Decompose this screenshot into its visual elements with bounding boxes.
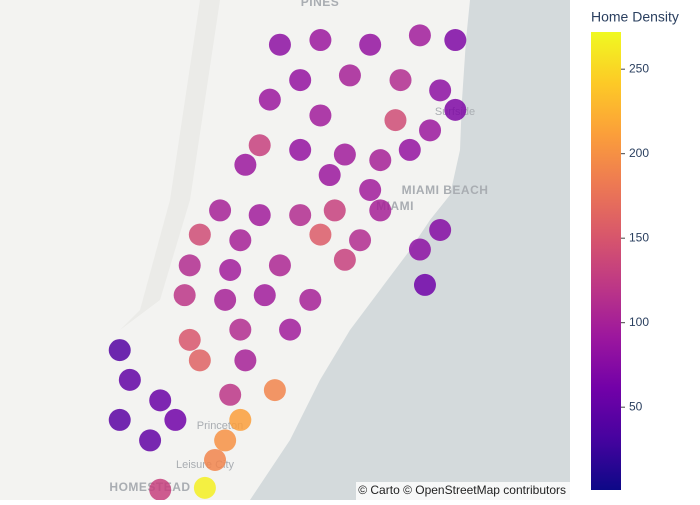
- colorbar-tick-label: 250: [629, 61, 649, 75]
- density-point: [333, 248, 356, 271]
- density-point: [398, 138, 421, 161]
- density-point: [219, 383, 242, 406]
- map-label: PINES: [301, 0, 340, 9]
- density-point: [263, 379, 286, 402]
- density-point: [214, 288, 237, 311]
- points-layer: [108, 24, 467, 501]
- density-point: [444, 98, 467, 121]
- density-point: [268, 254, 291, 277]
- density-point: [408, 238, 431, 261]
- density-point: [359, 33, 382, 56]
- density-point: [279, 318, 302, 341]
- attribution: © Carto © OpenStreetMap contributors: [358, 483, 566, 497]
- density-point: [349, 229, 372, 252]
- density-point: [309, 223, 332, 246]
- density-point: [209, 199, 232, 222]
- density-point: [333, 143, 356, 166]
- density-point: [389, 69, 412, 92]
- density-point: [413, 273, 436, 296]
- density-point: [323, 199, 346, 222]
- density-point: [234, 349, 257, 372]
- density-point: [369, 149, 392, 172]
- density-point: [444, 29, 467, 52]
- density-point: [188, 349, 211, 372]
- density-point: [193, 476, 216, 499]
- colorbar-tick-label: 200: [629, 146, 649, 160]
- density-point: [268, 33, 291, 56]
- basemap: [0, 0, 570, 500]
- density-point: [149, 389, 172, 412]
- density-point: [214, 429, 237, 452]
- density-point: [248, 134, 271, 157]
- density-point: [248, 204, 271, 227]
- density-point: [108, 339, 131, 362]
- density-point: [429, 79, 452, 102]
- density-point: [234, 153, 257, 176]
- attribution-bg: [356, 482, 570, 500]
- density-point: [219, 259, 242, 282]
- density-point: [318, 164, 341, 187]
- density-point: [309, 29, 332, 52]
- density-point: [253, 284, 276, 307]
- density-point: [289, 69, 312, 92]
- colorbar-tick-label: 50: [629, 399, 643, 413]
- colorbar: [591, 32, 621, 490]
- density-point: [289, 138, 312, 161]
- land-shade: [120, 0, 220, 330]
- density-point: [164, 408, 187, 431]
- density-point: [204, 448, 227, 471]
- density-point: [229, 408, 252, 431]
- density-point: [149, 478, 172, 501]
- colorbar-title: Home Density: [591, 9, 679, 25]
- density-point: [359, 178, 382, 201]
- density-point: [258, 88, 281, 111]
- colorbar-ticks: 50 100 150 200 250: [621, 61, 649, 413]
- density-point: [229, 229, 252, 252]
- colorbar-tick-label: 150: [629, 230, 649, 244]
- density-point: [188, 223, 211, 246]
- density-point: [384, 109, 407, 132]
- density-point: [118, 368, 141, 391]
- density-point: [419, 119, 442, 142]
- map-label: MIAMI BEACH: [402, 183, 489, 197]
- density-point: [408, 24, 431, 47]
- colorbar-tick-label: 100: [629, 315, 649, 329]
- density-point: [369, 199, 392, 222]
- density-point: [178, 254, 201, 277]
- density-point: [178, 328, 201, 351]
- density-point: [429, 218, 452, 241]
- density-point: [289, 204, 312, 227]
- density-point: [173, 284, 196, 307]
- density-point: [299, 288, 322, 311]
- density-point: [338, 64, 361, 87]
- density-point: [108, 408, 131, 431]
- density-point: [139, 429, 162, 452]
- density-point: [309, 104, 332, 127]
- density-point: [229, 318, 252, 341]
